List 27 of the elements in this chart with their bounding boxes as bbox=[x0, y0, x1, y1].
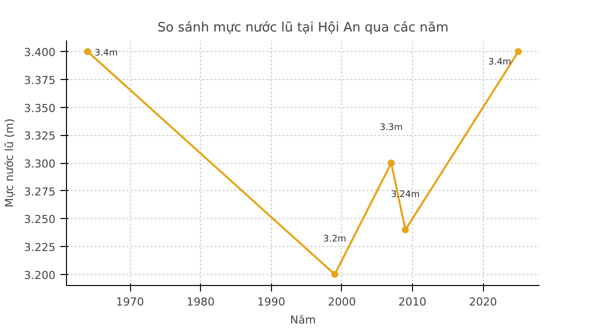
text: 3.375 bbox=[24, 74, 56, 87]
data-label: 3.4m bbox=[94, 48, 118, 59]
text: 3.325 bbox=[24, 130, 56, 143]
data-label: 3.3m bbox=[380, 123, 403, 133]
text: 3.200 bbox=[24, 268, 56, 282]
text: 3.300 bbox=[24, 158, 56, 170]
x-axis-title: Năm bbox=[290, 314, 316, 326]
text: 3.350 bbox=[24, 102, 56, 115]
y-axis-title: Mực nước lũ (m) bbox=[3, 118, 16, 208]
x-tick-label: 1990 bbox=[257, 296, 286, 308]
point bbox=[331, 270, 338, 278]
x-tick-label: 2000 bbox=[328, 296, 356, 308]
text: 3.275 bbox=[24, 185, 56, 198]
x-tick-label: 1970 bbox=[116, 296, 144, 308]
point bbox=[402, 226, 409, 234]
x-tick-label: 2010 bbox=[398, 296, 426, 308]
x-tick-label: 2020 bbox=[469, 296, 498, 308]
x-tick-label: 1980 bbox=[186, 296, 215, 308]
text: 3.250 bbox=[24, 213, 56, 226]
text: 3.400 bbox=[24, 46, 56, 60]
data-label: 3.4m bbox=[488, 58, 512, 68]
point bbox=[514, 48, 522, 56]
point bbox=[388, 160, 395, 166]
point bbox=[84, 48, 92, 56]
data-label: 3.2m bbox=[323, 234, 346, 244]
text: 3.225 bbox=[24, 241, 56, 254]
chart-title: So sánh mực nước lũ tại Hội An qua các năm bbox=[158, 20, 448, 36]
